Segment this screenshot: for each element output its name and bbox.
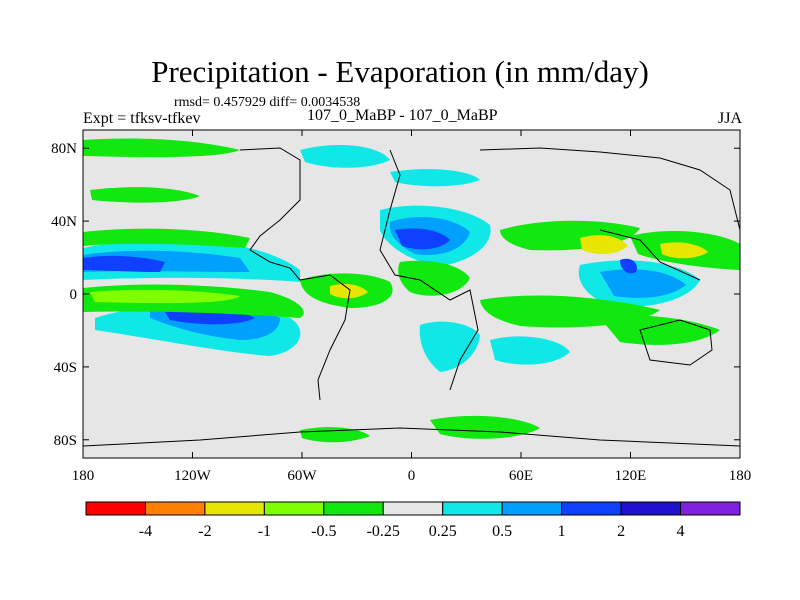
colorbar-level-label: -0.5 — [311, 523, 336, 540]
lon-tick-label: 120W — [174, 468, 212, 484]
cyan-region-south-atlantic — [419, 321, 480, 372]
colorbar-level-label: 0.25 — [429, 523, 457, 540]
darkblue-region-bay — [620, 258, 637, 274]
darkblue-region-africa-north — [395, 228, 450, 250]
colorbar-swatch — [680, 501, 741, 516]
colorbar-level-label: -2 — [198, 523, 211, 540]
colorbar-level-label: 1 — [558, 523, 566, 540]
colorbar-swatch — [620, 501, 682, 516]
coastlines — [83, 147, 740, 447]
green-region-subtropics-west — [83, 228, 250, 248]
colorbar-swatch — [263, 501, 325, 516]
map-ticks: 80N 40N 0 40S 80S 180 120W 60W 0 60E 120E 180 — [51, 130, 751, 484]
lon-tick-label: 0 — [408, 468, 416, 484]
stats-label: rmsd= 0.457929 diff= 0.0034538 — [174, 95, 361, 110]
darkblue-region-tropics-west — [83, 255, 165, 272]
coastline-south-america — [299, 274, 351, 401]
colorbar-swatch — [204, 501, 265, 516]
lon-tick-label: 180 — [729, 468, 752, 484]
period-label: 107_0_MaBP - 107_0_MaBP — [307, 107, 498, 124]
green-region-arctic — [83, 138, 240, 158]
cyan-region-arctic — [390, 169, 480, 187]
colorbar-level-label: 4 — [677, 523, 685, 540]
colorbar-level-label: -0.25 — [367, 523, 400, 540]
colorbar-level-label: -4 — [139, 523, 152, 540]
colorbar-swatch — [561, 501, 622, 516]
colorbar-swatch — [442, 501, 503, 516]
yellow-region-asia-east — [660, 242, 708, 259]
season-label: JJA — [717, 110, 742, 127]
lon-tick-label: 120E — [615, 468, 647, 484]
coastline-north-america — [239, 147, 301, 281]
yellow-region-asia — [580, 235, 628, 255]
coastline-asia — [479, 147, 740, 281]
lat-tick-label: 0 — [70, 287, 78, 303]
lat-tick-label: 80N — [51, 141, 77, 157]
green-region-west-africa — [398, 260, 470, 296]
yellow-region-tropical-atlantic — [330, 284, 368, 299]
coastline-antarctica — [83, 427, 740, 447]
experiment-label: Expt = tfksv-tfkev — [83, 110, 201, 127]
lat-tick-label: 40S — [54, 360, 77, 376]
lat-tick-label: 80S — [54, 433, 77, 449]
colorbar-level-label: -1 — [258, 523, 271, 540]
colorbar-level-label: 2 — [617, 523, 625, 540]
lime-region-equatorial-west — [90, 289, 240, 304]
plot-title: Precipitation - Evaporation (in mm/day) — [151, 54, 649, 89]
colorbar-swatch — [382, 501, 444, 516]
colorbar-level-label: 0.5 — [492, 523, 512, 540]
colorbar-swatch — [144, 501, 206, 516]
lon-tick-label: 60W — [287, 468, 317, 484]
coastline-europe-africa — [379, 149, 479, 391]
colorbar-swatch — [85, 501, 146, 516]
lat-tick-label: 40N — [51, 214, 77, 230]
green-region-north-pacific — [90, 187, 200, 203]
colorbar-swatch — [501, 501, 563, 516]
coastline-australia — [639, 319, 713, 366]
cyan-region-south-indian — [490, 336, 570, 365]
lon-tick-label: 60E — [509, 468, 533, 484]
blue-region-indian-ocean — [600, 269, 686, 298]
colorbar: -4 -2 -1 -0.5 -0.25 0.25 0.5 1 2 4 — [85, 501, 741, 540]
lon-tick-label: 180 — [72, 468, 95, 484]
field-shading — [83, 138, 740, 443]
green-region-north-atlantic — [300, 145, 390, 168]
colorbar-swatch — [323, 501, 384, 516]
